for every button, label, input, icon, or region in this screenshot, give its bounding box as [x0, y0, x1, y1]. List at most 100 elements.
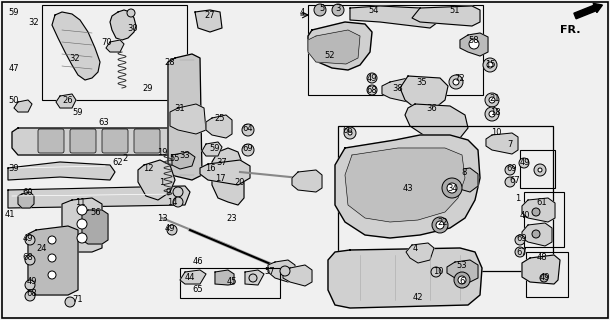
Text: 31: 31 — [174, 103, 185, 113]
Text: 67: 67 — [517, 247, 528, 257]
Text: 24: 24 — [37, 244, 47, 252]
Text: 51: 51 — [450, 5, 461, 14]
Bar — [524, 192, 564, 247]
Circle shape — [538, 168, 542, 172]
Circle shape — [48, 271, 56, 279]
Polygon shape — [328, 248, 482, 308]
Polygon shape — [486, 133, 518, 154]
Circle shape — [48, 236, 56, 244]
Bar — [42, 5, 187, 100]
Text: 59: 59 — [73, 108, 83, 116]
Bar — [338, 126, 553, 271]
Circle shape — [242, 144, 254, 156]
Circle shape — [515, 235, 525, 245]
Text: 10: 10 — [491, 127, 501, 137]
Polygon shape — [172, 152, 195, 169]
Text: 33: 33 — [179, 150, 190, 159]
Circle shape — [540, 274, 548, 282]
Polygon shape — [18, 192, 34, 208]
Circle shape — [173, 197, 183, 207]
FancyBboxPatch shape — [134, 129, 160, 153]
Text: 49: 49 — [23, 234, 34, 243]
Circle shape — [485, 93, 499, 107]
Text: 18: 18 — [490, 108, 500, 116]
Text: 36: 36 — [426, 103, 437, 113]
Polygon shape — [400, 76, 448, 108]
Polygon shape — [106, 40, 124, 52]
Text: 71: 71 — [73, 295, 84, 305]
Text: 69: 69 — [517, 234, 527, 243]
Bar — [180, 268, 280, 298]
Circle shape — [505, 165, 515, 175]
Text: 12: 12 — [143, 164, 153, 172]
Text: 30: 30 — [127, 23, 138, 33]
Text: 3: 3 — [336, 4, 341, 12]
Circle shape — [489, 111, 495, 117]
Circle shape — [436, 221, 444, 229]
Text: 32: 32 — [29, 18, 39, 27]
Text: 63: 63 — [99, 117, 109, 126]
Circle shape — [469, 39, 479, 49]
Circle shape — [65, 297, 75, 307]
Text: 27: 27 — [205, 11, 215, 20]
Polygon shape — [448, 168, 478, 192]
Polygon shape — [245, 270, 264, 285]
Circle shape — [489, 97, 495, 103]
Circle shape — [532, 230, 540, 238]
Text: 49: 49 — [540, 274, 550, 283]
Text: 49: 49 — [27, 277, 37, 286]
Polygon shape — [308, 30, 360, 64]
Circle shape — [431, 267, 441, 277]
Text: 42: 42 — [413, 293, 423, 302]
FancyBboxPatch shape — [38, 129, 64, 153]
Circle shape — [487, 62, 493, 68]
Circle shape — [367, 85, 377, 95]
Text: 50: 50 — [9, 95, 20, 105]
Circle shape — [77, 205, 87, 215]
Polygon shape — [206, 115, 232, 138]
Text: 2: 2 — [123, 154, 127, 163]
Text: 40: 40 — [520, 211, 530, 220]
Polygon shape — [447, 260, 478, 282]
Text: 59: 59 — [9, 7, 20, 17]
Polygon shape — [522, 255, 560, 284]
Text: 25: 25 — [215, 114, 225, 123]
Circle shape — [447, 183, 457, 193]
Text: 5: 5 — [320, 4, 325, 12]
Circle shape — [77, 219, 87, 229]
Polygon shape — [138, 160, 175, 200]
Polygon shape — [335, 135, 480, 238]
Polygon shape — [283, 265, 312, 286]
Circle shape — [515, 247, 525, 257]
Text: 16: 16 — [205, 164, 215, 172]
Circle shape — [242, 124, 254, 136]
Circle shape — [505, 177, 515, 187]
Polygon shape — [350, 6, 438, 28]
Circle shape — [249, 274, 257, 282]
Circle shape — [534, 164, 546, 176]
Polygon shape — [56, 94, 76, 108]
Text: 68: 68 — [367, 85, 378, 94]
Text: 1: 1 — [159, 178, 165, 187]
Text: 72: 72 — [454, 74, 465, 83]
Text: 37: 37 — [217, 157, 228, 166]
Text: 54: 54 — [369, 5, 379, 14]
Circle shape — [453, 79, 459, 85]
Text: 57: 57 — [265, 268, 275, 276]
Text: 56: 56 — [91, 207, 101, 217]
Polygon shape — [405, 104, 468, 140]
Text: 44: 44 — [185, 274, 195, 283]
Text: 70: 70 — [102, 37, 112, 46]
Text: 52: 52 — [325, 51, 336, 60]
Polygon shape — [522, 198, 555, 222]
Circle shape — [432, 217, 448, 233]
Text: 48: 48 — [537, 253, 547, 262]
Polygon shape — [28, 226, 78, 295]
Polygon shape — [308, 22, 372, 70]
Polygon shape — [168, 54, 202, 180]
Text: 60: 60 — [23, 188, 34, 196]
Polygon shape — [215, 270, 234, 285]
Polygon shape — [212, 148, 244, 205]
Polygon shape — [345, 148, 465, 222]
Text: 68: 68 — [23, 253, 34, 262]
